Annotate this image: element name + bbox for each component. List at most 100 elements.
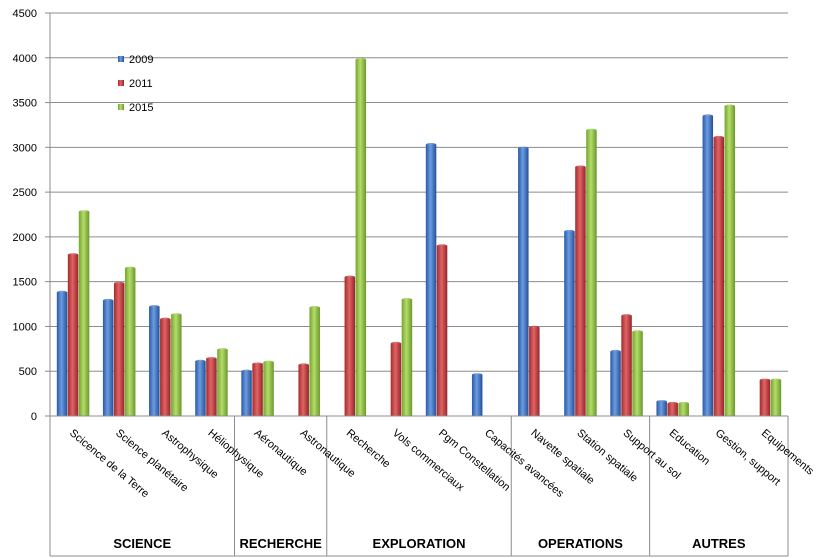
group-label: OPERATIONS <box>538 536 623 551</box>
group-label: RECHERCHE <box>239 536 322 551</box>
bar-2009 <box>241 371 252 416</box>
bar-2011 <box>113 283 125 416</box>
x-tick-label: Education <box>667 427 712 468</box>
legend-swatch <box>118 56 124 62</box>
bar-2015 <box>724 106 736 416</box>
bar-cap <box>621 314 632 318</box>
bar-cap <box>471 373 483 377</box>
bar-cap <box>67 253 79 257</box>
bar-cap <box>298 363 309 367</box>
bar-2015 <box>309 307 320 416</box>
x-tick-label: Scicence de la Terre <box>67 427 151 500</box>
y-tick-label: 3000 <box>13 142 37 154</box>
bar-cap <box>586 128 597 132</box>
legend-label: 2011 <box>129 78 153 90</box>
x-tick-label: Capacités avancées <box>482 427 566 500</box>
y-tick-label: 2000 <box>13 232 37 244</box>
y-tick-label: 2500 <box>13 187 37 199</box>
bar-2011 <box>390 343 402 416</box>
bar-cap <box>160 317 171 321</box>
bar-cap <box>355 57 367 62</box>
bar-2011 <box>160 319 171 416</box>
bar-cap <box>309 306 320 310</box>
y-tick-label: 1000 <box>13 321 37 333</box>
legend-swatch <box>118 104 124 110</box>
bar-2009 <box>195 361 206 416</box>
bar-2011 <box>529 327 540 416</box>
bar-cap <box>56 290 68 295</box>
bar-cap <box>206 357 217 361</box>
bar-cap <box>656 400 667 404</box>
bar-cap <box>149 305 160 309</box>
bar-cap <box>770 378 782 382</box>
bar-2011 <box>298 364 309 416</box>
bar-2015 <box>263 362 274 416</box>
bar-cap <box>518 146 529 150</box>
bar-2009 <box>56 292 68 416</box>
bar-2011 <box>575 167 586 416</box>
bar-2015 <box>78 211 90 416</box>
bar-2015 <box>355 59 367 416</box>
bar-2015 <box>632 331 643 416</box>
bar-cap <box>632 330 643 334</box>
bar-cap <box>575 165 586 169</box>
bar-2009 <box>702 115 714 417</box>
y-tick-label: 1500 <box>13 277 37 289</box>
bar-2009 <box>425 144 437 416</box>
bar-cap <box>390 341 402 346</box>
group-label: AUTRES <box>692 536 746 551</box>
bar-cap <box>564 229 575 234</box>
bar-cap <box>702 114 714 118</box>
legend-label: 2015 <box>129 102 153 114</box>
bar-cap <box>678 401 689 406</box>
bar-2009 <box>610 351 621 416</box>
bar-2015 <box>401 299 413 416</box>
bar-cap <box>759 378 771 382</box>
bar-cap <box>610 349 621 354</box>
bar-2009 <box>102 300 114 416</box>
bar-2015 <box>770 380 782 416</box>
bar-2009 <box>518 148 529 417</box>
y-tick-label: 4000 <box>13 53 37 65</box>
y-tick-label: 4500 <box>13 8 37 20</box>
bar-cap <box>113 281 125 286</box>
gridlines <box>50 12 788 372</box>
bars <box>56 57 782 417</box>
bar-2015 <box>124 268 136 416</box>
legend-label: 2009 <box>129 54 153 66</box>
group-label: SCIENCE <box>113 536 171 551</box>
bar-cap <box>344 275 356 279</box>
legend-swatch <box>118 80 124 86</box>
y-tick-label: 500 <box>19 366 37 378</box>
bar-cap <box>78 210 90 214</box>
bar-2011 <box>621 315 632 416</box>
bar-cap <box>241 369 252 373</box>
bar-2011 <box>436 245 448 416</box>
bar-cap <box>713 135 725 140</box>
bar-2011 <box>667 403 678 416</box>
bar-cap <box>263 360 274 364</box>
y-tick-label: 3500 <box>13 98 37 110</box>
bar-2011 <box>67 254 79 416</box>
bar-cap <box>425 143 437 147</box>
bar-cap <box>102 298 114 303</box>
bar-cap <box>217 348 228 352</box>
bar-2009 <box>149 306 160 416</box>
bar-2011 <box>206 358 217 416</box>
bar-2009 <box>656 401 667 416</box>
bar-cap <box>401 297 413 302</box>
bar-2009 <box>471 374 483 416</box>
bar-2011 <box>759 380 771 416</box>
bar-2011 <box>713 137 725 417</box>
bar-2015 <box>171 314 182 416</box>
bar-cap <box>195 359 206 363</box>
bar-cap <box>252 362 263 366</box>
bar-cap <box>124 266 136 270</box>
bar-cap <box>436 244 448 248</box>
bar-2009 <box>564 231 575 416</box>
bar-2011 <box>252 364 263 416</box>
y-tick-label: 0 <box>31 411 37 423</box>
bar-2015 <box>678 403 689 416</box>
